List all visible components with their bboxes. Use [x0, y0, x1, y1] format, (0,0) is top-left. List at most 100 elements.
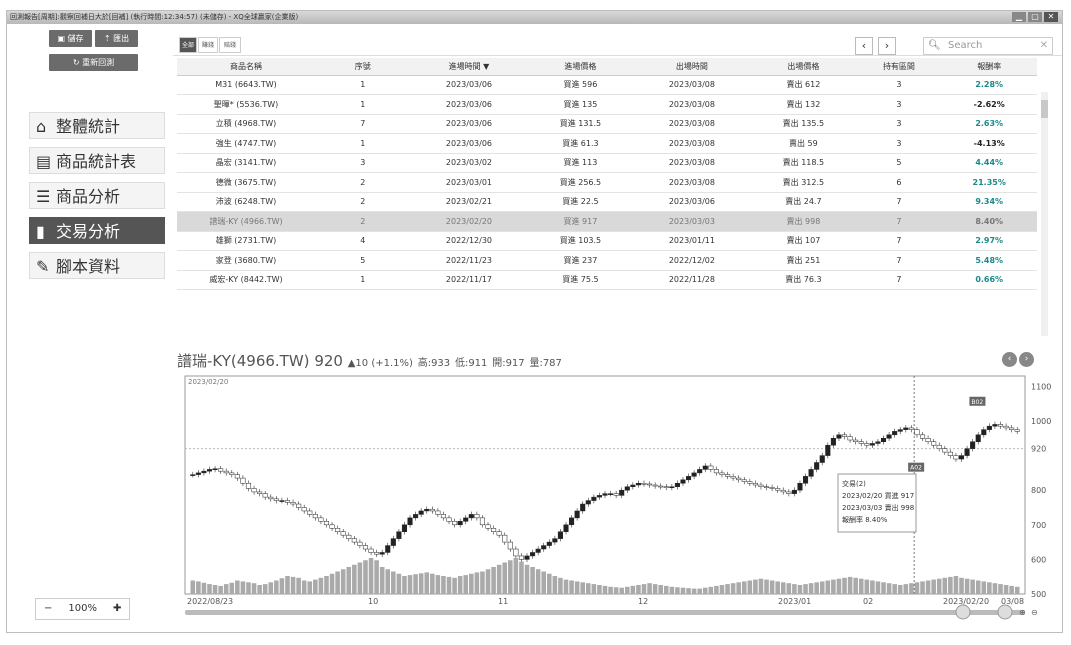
nav-product-analysis[interactable]: ☰ 商品分析 [29, 182, 165, 209]
next-button[interactable]: › [878, 37, 896, 55]
volume-bar [285, 576, 290, 594]
volume-bar [385, 569, 391, 594]
column-header[interactable]: 進場價格 [527, 58, 634, 76]
table-cell: 21.35% [941, 172, 1037, 193]
nav-overview[interactable]: ⌂ 整體統計 [29, 112, 165, 139]
candle-body [775, 488, 781, 491]
nav-trade-analysis[interactable]: ▮ 交易分析 [29, 217, 165, 244]
tab-win[interactable]: 賺錢 [198, 37, 218, 53]
table-row[interactable]: 沛波 (6248.TW) 2 2023/02/21 買進 22.5 2023/03/06… [177, 192, 1037, 212]
table-row[interactable]: M31 (6643.TW) 1 2023/03/06 買進 596 2023/03/08… [177, 75, 1037, 95]
export-button[interactable]: ⇡ 匯出 [95, 30, 138, 47]
chart-date-label: 2023/02/20 [188, 378, 228, 386]
zoom-in-button[interactable]: ✚ [112, 603, 122, 614]
table-cell: 賣出 132 [750, 94, 857, 115]
candle-body [658, 485, 664, 488]
volume-bar [463, 575, 469, 594]
candle-body [875, 441, 881, 444]
nav-script-data[interactable]: ✎ 腳本資料 [29, 252, 165, 279]
table-row[interactable]: 譜瑞-KY (4966.TW) 2 2023/02/20 買進 917 2023/03/… [177, 211, 1037, 232]
volume-bar [925, 580, 931, 594]
refresh-icon: ↻ [72, 58, 80, 67]
table-row[interactable]: 德微 (3675.TW) 2 2023/03/01 買進 256.5 2023/03/0… [177, 172, 1037, 193]
candle-body [507, 541, 513, 550]
candle-body [786, 491, 792, 494]
candle-body [362, 545, 369, 550]
scrollbar-thumb[interactable] [1041, 100, 1048, 118]
column-header[interactable]: 出場時間 [633, 58, 751, 76]
quote-change: ▲10 (+1.1%) [347, 358, 413, 369]
trade-table: 商品名稱 序號 進場時間 ▼ 進場價格 出場時間 出場價格 持有區間 報酬率 M31 (664… [177, 58, 1037, 290]
column-header[interactable]: 報酬率 [941, 58, 1037, 76]
table-row[interactable]: 立積 (4968.TW) 7 2023/03/06 買進 131.5 2023/03/0… [177, 114, 1037, 134]
volume-bar [831, 579, 836, 594]
zoom-out-button[interactable]: − [44, 603, 53, 614]
table-cell: 4.44% [941, 153, 1037, 173]
volume-bar [680, 587, 686, 594]
table-row[interactable]: 威宏-KY (8442.TW) 1 2022/11/17 買進 75.5 2022/11… [177, 270, 1037, 290]
table-row[interactable]: 家登 (3680.TW) 5 2022/11/23 買進 237 2022/12/02 賣… [177, 250, 1037, 271]
table-row[interactable]: 聖暉* (5536.TW) 1 2023/03/06 買進 135 2023/03/08… [177, 94, 1037, 115]
price-chart[interactable]: 1100 1000 920 800 700 600 500 2023/02/20 A02 B02 交… [173, 344, 1062, 632]
candle-body [686, 476, 692, 481]
column-header[interactable]: 商品名稱 [177, 58, 316, 76]
volume-bar [413, 574, 418, 594]
table-cell: 7 [856, 270, 942, 290]
table-row[interactable]: 雄獅 (2731.TW) 4 2022/12/30 買進 103.5 2023/01/1… [177, 231, 1037, 251]
candle-body [892, 431, 898, 436]
x-tick-label: 10 [368, 597, 378, 606]
table-scrollbar[interactable] [1041, 92, 1048, 336]
column-header[interactable]: 序號 [315, 58, 411, 76]
prev-button[interactable]: ‹ [855, 37, 873, 55]
tab-loss[interactable]: 賠錢 [219, 37, 241, 53]
reset-button[interactable]: ↻ 重新回測 [49, 54, 138, 71]
close-button[interactable]: ✕ [1044, 12, 1058, 22]
volume-bar [1014, 586, 1020, 594]
candle-body [808, 469, 814, 477]
chart-prev-button[interactable]: ‹ [1002, 352, 1017, 367]
table-cell: 2023/03/08 [633, 75, 751, 95]
search-input[interactable]: 🔍︎ Search ✕ [923, 37, 1053, 55]
export-icon: ⇡ [103, 34, 111, 43]
close-icon[interactable]: ✕ [1039, 40, 1048, 51]
volume-bar [881, 582, 886, 594]
candle-body [752, 483, 758, 486]
candle-body [880, 438, 887, 442]
candle-body [546, 541, 552, 546]
nav-product-table[interactable]: ▤ 商品統計表 [29, 147, 165, 174]
column-header[interactable]: 出場價格 [750, 58, 857, 76]
volume-bar [936, 578, 942, 594]
search-icon[interactable]: 🔍︎ [928, 40, 941, 51]
column-header[interactable]: 持有區間 [856, 58, 942, 76]
column-header[interactable]: 進場時間 ▼ [410, 58, 528, 76]
candle-body [585, 500, 591, 505]
tab-all[interactable]: 全部 [179, 37, 197, 53]
pencil-icon: ✎ [36, 257, 50, 276]
table-row[interactable]: 晶宏 (3141.TW) 3 2023/03/02 買進 113 2023/03/08 賣… [177, 153, 1037, 173]
volume-bar [586, 583, 591, 594]
volume-bar [457, 576, 463, 594]
volume-bar [909, 583, 914, 594]
volume-bar [379, 567, 385, 594]
volume-bar [691, 588, 697, 594]
candle-body [262, 493, 268, 498]
table-row[interactable]: 強生 (4747.TW) 1 2023/03/06 買進 61.3 2023/03/08… [177, 133, 1037, 154]
save-button[interactable]: ▣ 儲存 [49, 30, 92, 47]
volume-bar [892, 584, 897, 594]
minimize-button[interactable]: ▁ [1012, 12, 1026, 22]
candle-body [524, 555, 530, 560]
chart-next-button[interactable]: › [1019, 352, 1034, 367]
candle-body [803, 476, 809, 484]
volume-bar [897, 585, 903, 594]
volume-bar [764, 579, 769, 594]
chart-nav-buttons: ‹ › [1002, 352, 1034, 367]
maximize-button[interactable]: ▢ [1028, 12, 1042, 22]
candle-body [613, 493, 619, 496]
window-title: 回測報告[周期]:觀察回補日大於[回補] (執行時間:12:34:57) (未儲… [7, 11, 1062, 24]
reset-button-label: 重新回測 [82, 58, 115, 67]
candle-body [736, 477, 742, 481]
zoom-out-icon: ⊖ [1031, 608, 1038, 617]
volume-bar [340, 569, 346, 594]
volume-bar [229, 582, 235, 594]
candle-body [814, 462, 820, 470]
